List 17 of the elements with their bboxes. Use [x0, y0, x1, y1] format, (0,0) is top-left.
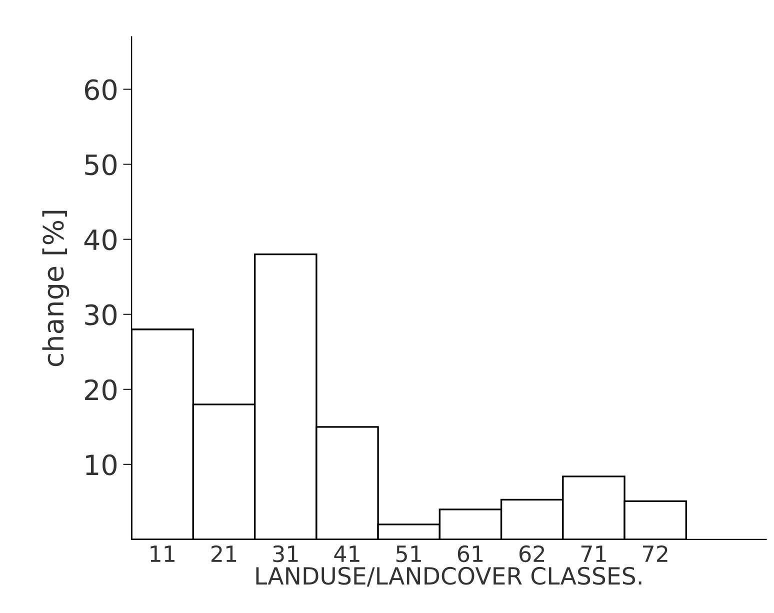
x-tick-label: 51: [396, 546, 421, 562]
y-tick-label: 40: [84, 229, 117, 250]
y-tick-label: 30: [85, 304, 117, 326]
y-tick-label: 50: [85, 154, 117, 176]
x-tick-label: 71: [581, 546, 606, 562]
x-tick-label: 31: [273, 545, 298, 562]
y-axis-title: change [%]: [42, 210, 70, 366]
y-tick-label: 20: [85, 379, 117, 400]
y-tick-label: 60: [84, 79, 117, 100]
x-tick-label: 11: [150, 546, 174, 562]
x-tick-label: 72: [643, 545, 668, 562]
x-tick-label: 41: [334, 546, 360, 562]
y-tick-label: 10: [86, 454, 117, 476]
x-tick-label: 62: [520, 545, 544, 562]
x-tick-label: 21: [212, 545, 236, 562]
x-tick-label: 61: [458, 545, 483, 562]
x-axis-title: LANDUSE/LANDCOVER CLASSES.: [256, 566, 642, 587]
